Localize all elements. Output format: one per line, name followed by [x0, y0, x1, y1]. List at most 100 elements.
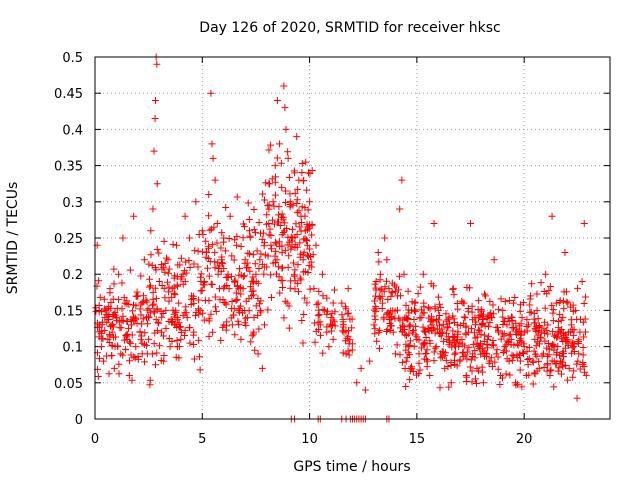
data-point — [213, 239, 221, 247]
data-point — [299, 256, 307, 264]
data-point — [344, 309, 352, 317]
data-point — [479, 379, 487, 387]
data-point — [303, 186, 311, 194]
data-point — [290, 259, 298, 267]
data-point — [211, 303, 219, 311]
data-point — [338, 311, 346, 319]
data-point — [411, 298, 419, 306]
data-point — [175, 354, 183, 362]
data-point — [208, 140, 216, 148]
data-point — [409, 367, 417, 375]
data-point — [443, 335, 451, 343]
data-point — [190, 340, 198, 348]
data-point — [478, 307, 486, 315]
data-point — [244, 199, 252, 207]
data-point — [516, 357, 524, 365]
data-point — [319, 292, 327, 300]
data-point — [505, 331, 513, 339]
data-point — [395, 272, 403, 280]
data-point — [570, 367, 578, 375]
data-point — [404, 287, 412, 295]
data-point — [247, 338, 255, 346]
data-point — [416, 366, 424, 374]
data-point — [141, 329, 149, 337]
data-point — [161, 259, 169, 267]
data-point — [108, 352, 116, 360]
data-point — [542, 270, 550, 278]
data-point — [268, 245, 276, 253]
data-point — [196, 366, 204, 374]
data-point — [111, 343, 119, 351]
data-point — [529, 358, 537, 366]
data-point — [523, 316, 531, 324]
data-point — [546, 372, 554, 380]
data-point — [454, 305, 462, 313]
data-point — [405, 330, 413, 338]
data-point — [544, 321, 552, 329]
data-point — [166, 343, 174, 351]
data-point — [138, 299, 146, 307]
data-point — [554, 333, 562, 341]
data-point — [441, 364, 449, 372]
data-point — [136, 305, 144, 313]
data-point — [307, 258, 315, 266]
data-point — [211, 264, 219, 272]
data-point — [159, 332, 167, 340]
data-point — [132, 314, 140, 322]
data-point — [372, 292, 380, 300]
data-point — [155, 277, 163, 285]
data-point — [547, 366, 555, 374]
data-point — [164, 278, 172, 286]
data-point — [489, 341, 497, 349]
data-point — [477, 331, 485, 339]
data-point — [177, 328, 185, 336]
data-point — [309, 251, 317, 259]
data-point — [190, 328, 198, 336]
data-point — [581, 368, 589, 376]
data-point — [529, 357, 537, 365]
data-point — [233, 241, 241, 249]
data-point — [376, 270, 384, 278]
data-point — [444, 324, 452, 332]
data-point — [494, 328, 502, 336]
data-point — [141, 358, 149, 366]
data-point — [398, 176, 406, 184]
data-point — [323, 294, 331, 302]
data-point — [110, 265, 118, 273]
data-point — [431, 303, 439, 311]
data-point — [207, 89, 215, 97]
data-point — [202, 237, 210, 245]
data-point — [344, 332, 352, 340]
data-point — [428, 321, 436, 329]
data-point — [263, 211, 271, 219]
data-point — [308, 263, 316, 271]
data-point — [501, 298, 509, 306]
data-point — [158, 313, 166, 321]
data-point — [168, 337, 176, 345]
data-point — [339, 349, 347, 357]
data-point — [346, 315, 354, 323]
data-point — [153, 245, 161, 253]
data-point — [232, 296, 240, 304]
data-point — [403, 315, 411, 323]
data-point — [411, 308, 419, 316]
data-point — [419, 270, 427, 278]
data-point — [567, 321, 575, 329]
data-point — [182, 309, 190, 317]
data-point — [151, 115, 159, 123]
data-point — [196, 306, 204, 314]
data-point — [172, 307, 180, 315]
data-point — [515, 327, 523, 335]
data-point — [233, 193, 241, 201]
data-point — [250, 314, 258, 322]
data-point — [151, 284, 159, 292]
data-point — [580, 362, 588, 370]
data-point — [494, 305, 502, 313]
data-point — [392, 287, 400, 295]
data-point — [493, 346, 501, 354]
data-point — [321, 306, 329, 314]
data-point — [497, 372, 505, 380]
data-point — [205, 332, 213, 340]
data-point — [148, 350, 156, 358]
data-point — [235, 306, 243, 314]
